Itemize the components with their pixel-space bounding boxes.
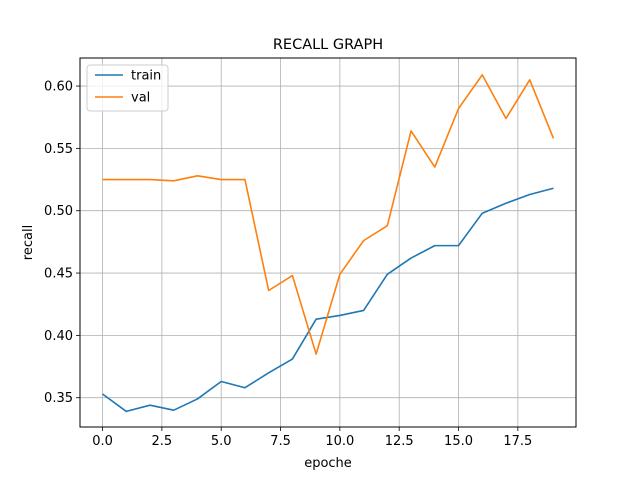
legend-box [86,64,169,112]
y-tick-label: 0.35 [44,391,73,406]
y-tick-label: 0.40 [44,329,73,344]
x-tick-label: 0.0 [92,434,113,449]
grid-lines [80,58,576,427]
x-tick-label: 10.0 [325,434,354,449]
y-tick-label: 0.60 [44,80,73,95]
x-axis-label: epoche [304,456,352,471]
series-lines [102,74,555,413]
x-tick-label: 17.5 [503,434,532,449]
x-tick-label: 7.5 [270,434,291,449]
x-tick-label: 2.5 [152,434,173,449]
axis-ticks: 0.0 2.5 5.0 7.5 10.0 12.5 15.0 17.5 0.35 0.40 0.45… [44,80,532,449]
series-line-train [102,187,554,413]
y-tick-label: 0.50 [44,204,73,219]
y-tick-label: 0.45 [44,267,73,282]
x-tick-label: 15.0 [444,434,473,449]
y-tick-label: 0.55 [44,142,73,157]
y-axis-label: recall [21,225,36,260]
legend: train val [86,64,169,112]
x-tick-label: 5.0 [211,434,232,449]
chart-title: RECALL GRAPH [273,37,383,53]
series-line-val [102,74,555,355]
legend-label-train: train [131,69,161,84]
x-tick-label: 12.5 [385,434,414,449]
plot-frame [79,57,577,428]
legend-label-val: val [131,91,150,106]
